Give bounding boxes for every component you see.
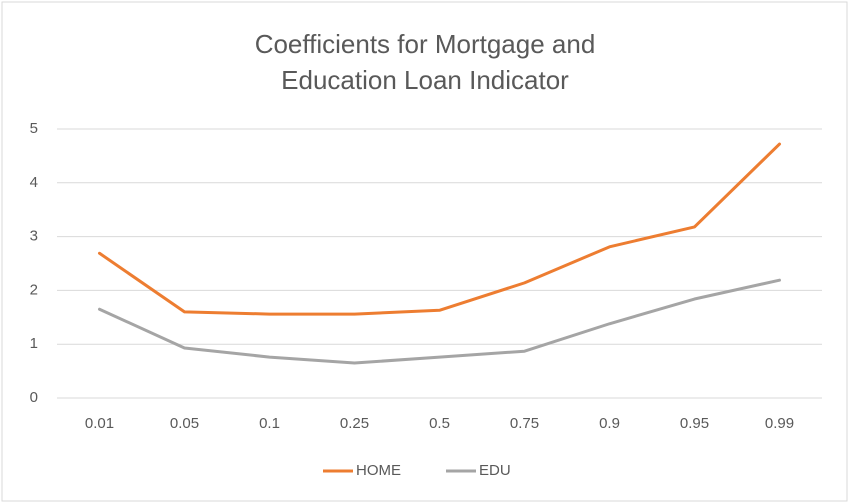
legend-label: HOME bbox=[356, 462, 401, 479]
y-tick-label: 2 bbox=[30, 281, 38, 298]
x-tick-label: 0.25 bbox=[340, 415, 369, 432]
x-tick-label: 0.95 bbox=[680, 415, 709, 432]
x-tick-label: 0.01 bbox=[85, 415, 114, 432]
x-tick-label: 0.1 bbox=[259, 415, 280, 432]
data-line bbox=[98, 278, 781, 365]
x-tick-label: 0.5 bbox=[429, 415, 450, 432]
y-tick-label: 1 bbox=[30, 335, 38, 352]
x-tick-label: 0.99 bbox=[765, 415, 794, 432]
y-tick-label: 5 bbox=[30, 120, 38, 137]
y-tick-label: 0 bbox=[30, 389, 38, 406]
legend-label: EDU bbox=[479, 462, 511, 479]
data-line bbox=[98, 142, 781, 316]
chart-title: Coefficients for Mortgage and Education … bbox=[254, 29, 596, 95]
x-tick-label: 0.9 bbox=[599, 415, 620, 432]
x-tick-label: 0.05 bbox=[170, 415, 199, 432]
x-tick-label: 0.75 bbox=[510, 415, 539, 432]
y-tick-label: 3 bbox=[30, 228, 38, 245]
y-tick-label: 4 bbox=[30, 174, 38, 191]
